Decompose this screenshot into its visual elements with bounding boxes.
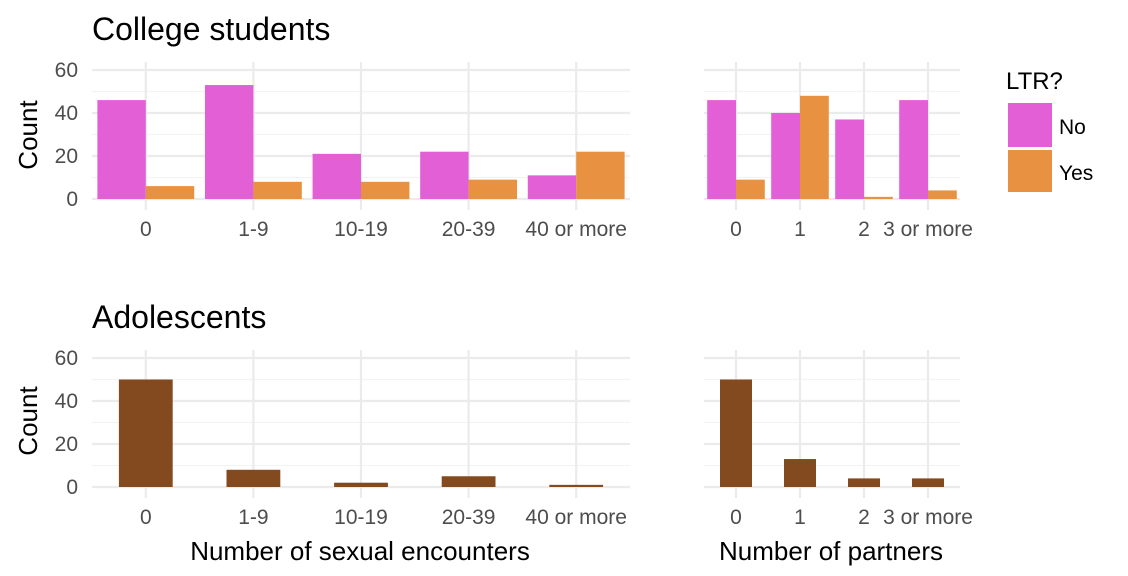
x-tick-label: 1: [794, 218, 806, 241]
bar-no-0: [707, 100, 736, 199]
bar-4: [549, 484, 604, 487]
x-tick-label: 1-9: [238, 218, 268, 241]
legend-swatch-yes: [1008, 150, 1052, 192]
bar-no-2: [312, 153, 361, 199]
y-tick-label: 20: [55, 433, 78, 456]
y-tick-label: 20: [55, 145, 78, 168]
bar-yes-1: [253, 181, 302, 199]
bar-2: [848, 478, 880, 487]
bar-yes-2: [361, 181, 410, 199]
bar-yes-0: [145, 186, 195, 199]
x-tick-label: 2: [858, 506, 870, 529]
y-tick-label: 0: [66, 476, 78, 499]
college-panel-title: College students: [92, 11, 330, 47]
x-tick-label: 40 or more: [525, 218, 627, 241]
x-tick-label: 3 or more: [883, 506, 973, 529]
panel-adolescent-encounters: 0 20 40 60 0 1-9 10-19 20-39 40 or more: [55, 347, 630, 529]
encounters-x-axis-title: Number of sexual encounters: [190, 536, 530, 566]
x-tick-label: 1: [794, 506, 806, 529]
legend-title: LTR?: [1006, 68, 1063, 95]
x-tick-label: 0: [730, 218, 742, 241]
legend-label-yes: Yes: [1059, 162, 1093, 185]
bar-no-4: [527, 175, 577, 199]
x-tick-label: 1-9: [238, 506, 268, 529]
x-tick-label: 10-19: [334, 218, 388, 241]
y-tick-label: 60: [55, 59, 78, 82]
bar-yes-1: [800, 95, 829, 199]
x-tick-label: 40 or more: [525, 506, 627, 529]
bar-yes-3: [468, 179, 518, 199]
bar-yes-3: [928, 190, 957, 199]
bar-no-3: [420, 151, 469, 199]
bar-no-2: [835, 119, 864, 199]
bar-1: [226, 469, 281, 487]
legend-label-no: No: [1059, 116, 1086, 139]
bar-1: [784, 459, 816, 487]
legend-swatch-no: [1008, 103, 1052, 147]
bar-yes-2: [864, 196, 893, 199]
y-tick-label: 40: [55, 390, 78, 413]
bar-no-1: [204, 85, 254, 199]
y-tick-label: 60: [55, 347, 78, 370]
bar-0: [118, 379, 173, 487]
x-tick-label: 20-39: [442, 506, 496, 529]
bar-3: [441, 476, 496, 487]
bar-yes-4: [576, 151, 625, 199]
bar-no-1: [771, 113, 800, 199]
bar-no-3: [899, 100, 928, 199]
x-tick-label: 0: [730, 506, 742, 529]
partners-x-axis-title: Number of partners: [719, 536, 943, 566]
adolescent-y-axis-title: Count: [13, 386, 43, 456]
panel-adolescent-partners: 0 1 2 3 or more: [704, 350, 973, 529]
panel-college-partners: 0 1 2 3 or more: [704, 62, 973, 241]
panel-college-encounters: 0 20 40 60 0 1-9 10-19 20-39 40 or more: [55, 59, 630, 241]
x-tick-label: 2: [858, 218, 870, 241]
x-tick-label: 0: [140, 506, 152, 529]
x-tick-label: 10-19: [334, 506, 388, 529]
bar-0: [720, 379, 752, 487]
legend: LTR? No Yes: [1006, 68, 1093, 192]
y-tick-label: 40: [55, 102, 78, 125]
adolescent-panel-title: Adolescents: [92, 299, 266, 335]
bar-no-0: [97, 100, 146, 199]
college-y-axis-title: Count: [13, 100, 43, 170]
bar-yes-0: [736, 179, 765, 199]
y-tick-label: 0: [66, 188, 78, 211]
bar-3: [912, 478, 944, 487]
x-tick-label: 0: [140, 218, 152, 241]
x-tick-label: 20-39: [442, 218, 496, 241]
bar-2: [334, 482, 388, 487]
x-tick-label: 3 or more: [883, 218, 973, 241]
